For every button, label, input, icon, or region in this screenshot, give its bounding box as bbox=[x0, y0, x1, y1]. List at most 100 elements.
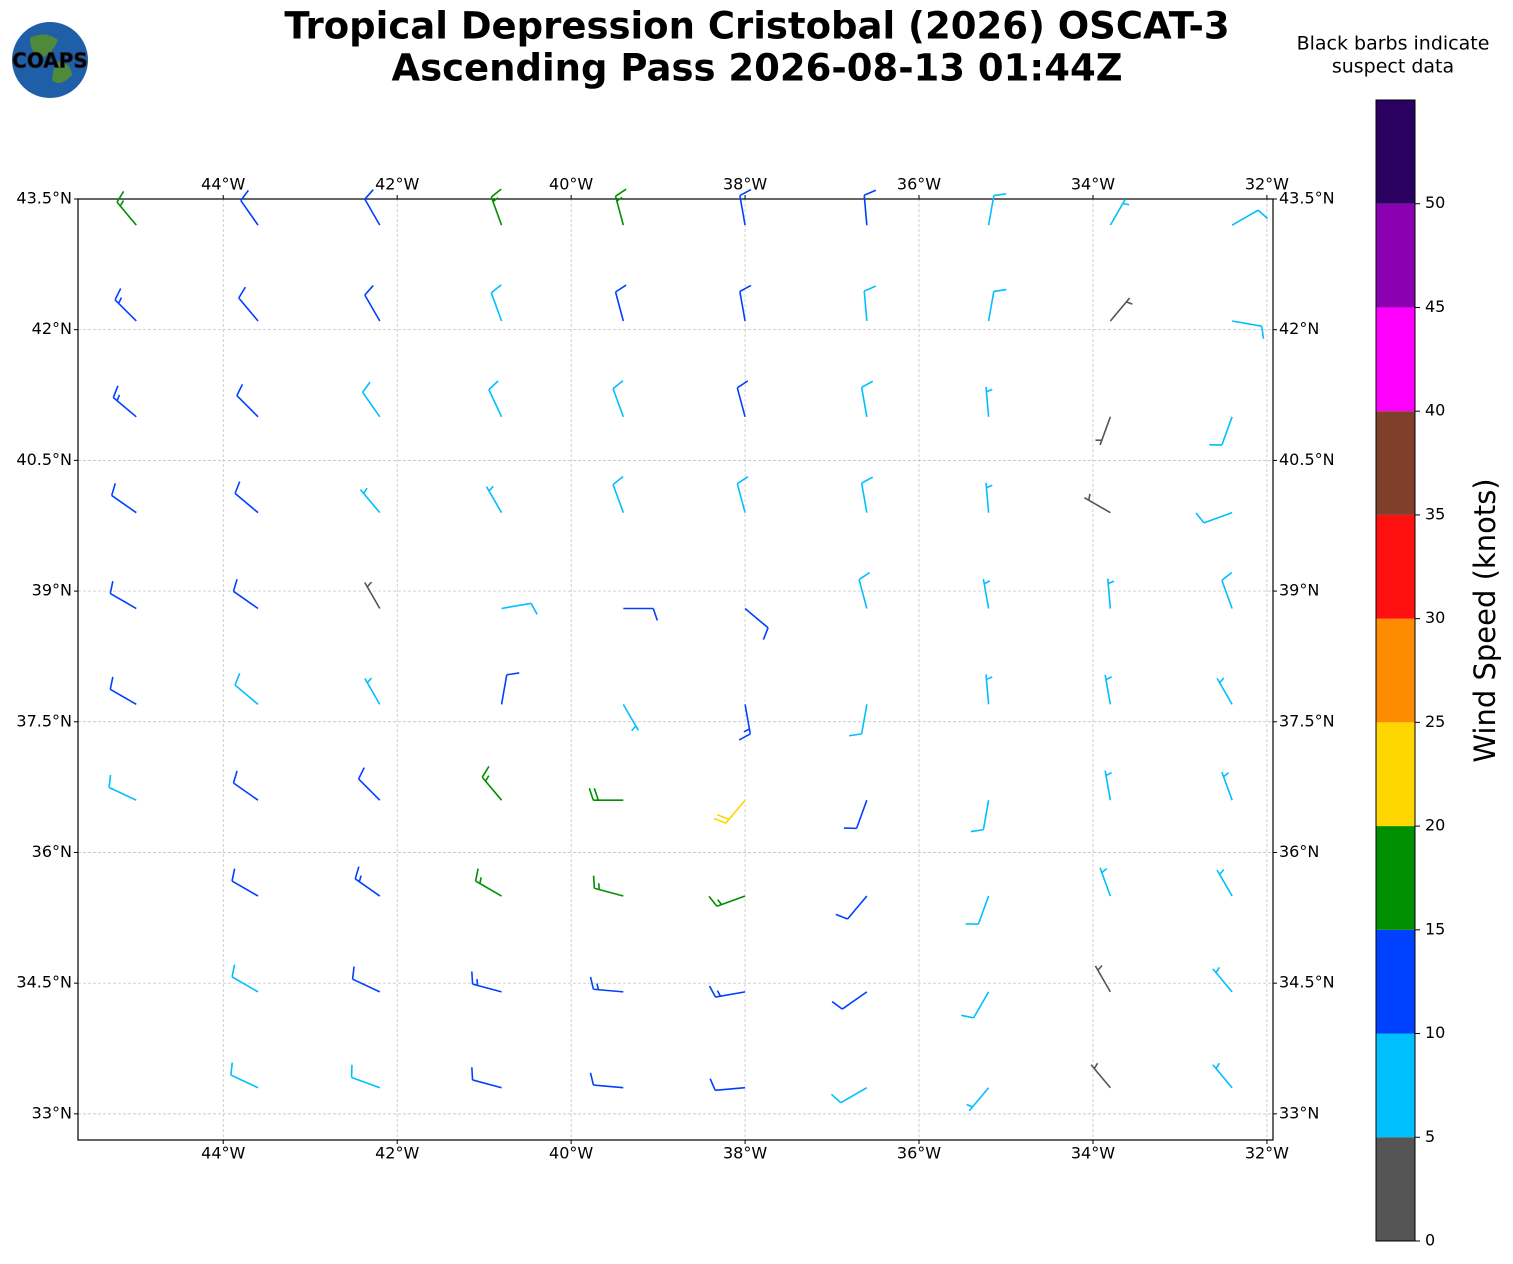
map-frame bbox=[77, 198, 1274, 1141]
wind-barb bbox=[114, 288, 137, 322]
y-tick-label: 34.5°N bbox=[1279, 973, 1335, 992]
wind-barb bbox=[961, 991, 990, 1019]
wind-barb bbox=[589, 1072, 624, 1089]
logo-land bbox=[30, 34, 72, 84]
wind-barb bbox=[736, 476, 749, 513]
wind-barb bbox=[364, 581, 381, 609]
wind-barb bbox=[481, 766, 503, 801]
colorbar-segment bbox=[1376, 514, 1415, 619]
wind-barb bbox=[965, 895, 990, 926]
note-line: suspect data bbox=[1332, 56, 1454, 78]
wind-barb bbox=[474, 868, 502, 897]
colorbar-segment bbox=[1376, 411, 1415, 515]
wind-barb bbox=[708, 895, 746, 908]
colorbar-tick-label: 25 bbox=[1425, 712, 1445, 731]
wind-barb bbox=[739, 188, 752, 226]
y-tick-label: 43.5°N bbox=[16, 189, 72, 208]
y-tick-label: 33°N bbox=[1279, 1103, 1319, 1122]
wind-barb bbox=[359, 487, 381, 514]
wind-barb bbox=[1083, 493, 1111, 514]
wind-barb bbox=[1231, 209, 1269, 226]
y-tick-label: 40.5°N bbox=[1279, 450, 1335, 469]
wind-barb bbox=[1095, 416, 1112, 446]
wind-barb bbox=[364, 189, 381, 226]
wind-barb bbox=[232, 578, 259, 610]
wind-barb bbox=[592, 875, 624, 897]
wind-barb bbox=[739, 284, 752, 322]
x-tick-label: 36°W bbox=[897, 1144, 941, 1163]
wind-barb bbox=[230, 1062, 259, 1089]
colorbar-tick-label: 45 bbox=[1425, 297, 1445, 316]
y-tick-label: 40.5°N bbox=[16, 450, 72, 469]
wind-barb bbox=[234, 481, 259, 514]
wind-barb bbox=[1109, 198, 1130, 226]
wind-barb bbox=[612, 380, 625, 418]
wind-barb bbox=[970, 800, 990, 833]
wind-barb bbox=[357, 767, 381, 801]
x-tick-label: 38°W bbox=[723, 175, 767, 194]
wind-barb bbox=[501, 602, 538, 615]
wind-barb bbox=[588, 787, 624, 801]
wind-barb bbox=[709, 1078, 746, 1092]
logo: COAPS bbox=[12, 22, 88, 98]
wind-barb bbox=[490, 188, 503, 226]
wind-barb bbox=[860, 380, 874, 417]
wind-barb bbox=[351, 966, 381, 993]
wind-barb bbox=[736, 380, 749, 418]
colorbar-tick-label: 40 bbox=[1425, 401, 1445, 420]
wind-barb bbox=[238, 286, 259, 322]
wind-barb bbox=[109, 580, 137, 610]
wind-barb bbox=[1212, 1062, 1233, 1089]
colorbar-segment bbox=[1376, 618, 1415, 723]
logo-text: COAPS bbox=[12, 49, 88, 73]
x-tick-label: 42°W bbox=[375, 1144, 419, 1163]
wind-barb bbox=[987, 192, 1007, 226]
y-tick-label: 39°N bbox=[32, 581, 72, 600]
wind-barb bbox=[614, 188, 627, 226]
wind-barb bbox=[231, 964, 259, 993]
wind-barb bbox=[708, 985, 746, 998]
wind-barb bbox=[744, 607, 769, 640]
x-tick-label: 42°W bbox=[375, 175, 419, 194]
wind-barb bbox=[1209, 416, 1233, 446]
wind-barb bbox=[831, 991, 868, 1010]
wind-barb bbox=[830, 1087, 868, 1104]
colorbar-segment bbox=[1376, 826, 1415, 930]
colorbar-segment bbox=[1376, 722, 1415, 827]
wind-barb bbox=[622, 703, 640, 732]
wind-barb bbox=[236, 383, 259, 418]
x-tick-label: 44°W bbox=[201, 175, 245, 194]
x-tick-label: 34°W bbox=[1071, 1144, 1115, 1163]
y-tick-label: 37.5°N bbox=[1279, 711, 1335, 730]
x-tick-label: 44°W bbox=[201, 1144, 245, 1163]
wind-barb bbox=[985, 482, 993, 513]
wind-barb bbox=[863, 285, 877, 322]
wind-barb bbox=[361, 381, 381, 418]
colorbar-segment bbox=[1376, 1033, 1415, 1138]
wind-barb bbox=[1221, 771, 1233, 801]
y-tick-label: 42°N bbox=[32, 319, 72, 338]
wind-barb bbox=[471, 971, 502, 993]
colorbar-segment bbox=[1376, 307, 1415, 412]
colorbar-tick-label: 15 bbox=[1425, 919, 1445, 938]
wind-barb bbox=[1094, 964, 1112, 993]
wind-barb bbox=[589, 976, 624, 993]
wind-barb bbox=[234, 673, 259, 705]
colorbar-segment bbox=[1376, 100, 1415, 204]
colorbar-tick-label: 5 bbox=[1425, 1127, 1435, 1146]
wind-barb bbox=[488, 380, 503, 418]
wind-barb bbox=[713, 799, 746, 824]
wind-barb bbox=[350, 1064, 381, 1089]
x-tick-label: 36°W bbox=[897, 175, 941, 194]
colorbar: 0 5 10 15 20 25 30 35 40 45 50 Wind Speed (knots) bbox=[1375, 99, 1502, 1250]
wind-barb bbox=[110, 483, 137, 514]
wind-barb bbox=[982, 578, 991, 609]
colorbar-segment bbox=[1376, 1137, 1415, 1241]
y-tick-label: 42°N bbox=[1279, 319, 1319, 338]
y-tick-label: 34.5°N bbox=[16, 973, 72, 992]
x-tick-label: 32°W bbox=[1245, 175, 1289, 194]
wind-barb bbox=[1216, 677, 1233, 705]
y-tick-label: 36°N bbox=[32, 842, 72, 861]
